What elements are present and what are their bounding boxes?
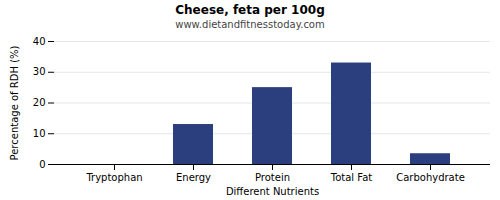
svg-text:Protein: Protein bbox=[255, 172, 290, 183]
svg-text:Different Nutrients: Different Nutrients bbox=[226, 186, 319, 197]
svg-text:40: 40 bbox=[33, 36, 46, 47]
svg-text:Carbohydrate: Carbohydrate bbox=[396, 172, 465, 183]
html-text:Cheese, feta per 100g: Cheese, feta per 100g bbox=[175, 3, 325, 17]
svg-text:Percentage of RDH (%): Percentage of RDH (%) bbox=[9, 45, 20, 160]
svg-text:30: 30 bbox=[33, 66, 46, 77]
svg-text:10: 10 bbox=[33, 128, 46, 139]
html-text:www.dietandfitnesstoday.com: www.dietandfitnesstoday.com bbox=[175, 19, 325, 30]
svg-text:20: 20 bbox=[33, 97, 46, 108]
svg-text:Tryptophan: Tryptophan bbox=[85, 172, 142, 183]
svg-text:0: 0 bbox=[39, 159, 45, 170]
svg-text:Energy: Energy bbox=[176, 172, 211, 183]
svg-text:Total Fat: Total Fat bbox=[330, 172, 372, 183]
